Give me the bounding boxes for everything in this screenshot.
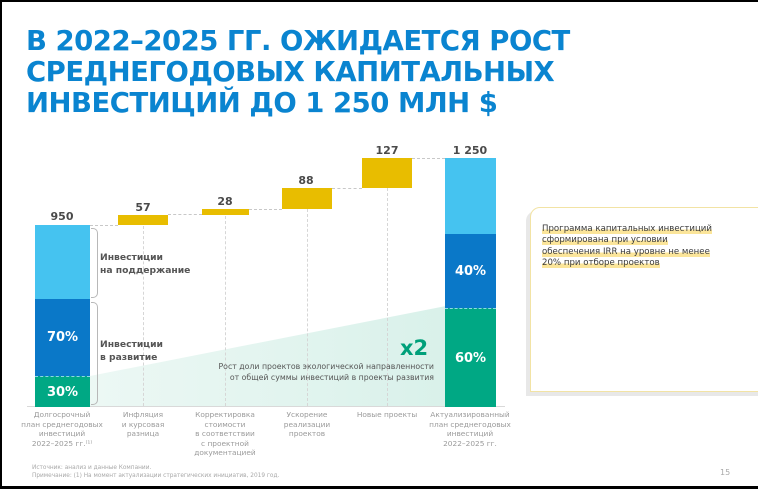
irr-callout-card: Программа капитальных инвестиций сформир… bbox=[530, 207, 758, 392]
title-line: ИНВЕСТИЦИЙ ДО 1 250 МЛН $ bbox=[26, 87, 498, 119]
bar-inflation bbox=[118, 215, 168, 225]
connector-line bbox=[249, 209, 282, 210]
category-label: Долгосрочный план среднегодовых инвестиц… bbox=[21, 410, 103, 448]
category-label: Новые проекты bbox=[356, 410, 418, 419]
guide-line bbox=[387, 188, 388, 406]
multiplier-note: Рост доли проектов экологической направл… bbox=[218, 362, 434, 382]
connector-line bbox=[412, 158, 445, 159]
guide-line bbox=[225, 216, 226, 406]
connector-line bbox=[90, 225, 118, 226]
category-label: Корректировка стоимости в соответствии с… bbox=[194, 410, 256, 458]
growth-multiplier: x2 bbox=[400, 336, 429, 360]
brace-development bbox=[91, 302, 98, 405]
bar-value-label: 1 250 bbox=[452, 144, 488, 157]
segment-development: 70% bbox=[35, 299, 90, 376]
segment-eco: 30% bbox=[35, 376, 90, 407]
remark-note: Примечание: (1) На момент актуализации с… bbox=[32, 473, 280, 479]
bar-value-label: 57 bbox=[135, 201, 151, 214]
bar-value-label: 88 bbox=[298, 174, 314, 187]
source-note: Источник: анализ и данные Компании. bbox=[32, 465, 152, 471]
category-label: Актуализированный план среднегодовых инв… bbox=[429, 410, 511, 448]
bar-long-term-plan: 70% 30% bbox=[35, 225, 90, 407]
bar-value-label: 28 bbox=[217, 195, 233, 208]
title-line: СРЕДНЕГОДОВЫХ КАПИТАЛЬНЫХ bbox=[26, 56, 555, 88]
guide-line bbox=[143, 226, 144, 406]
page-number: 15 bbox=[720, 468, 731, 477]
eco-share-wedge bbox=[90, 306, 446, 406]
share-label: 40% bbox=[454, 263, 487, 279]
page-title: В 2022–2025 ГГ. ОЖИДАЕТСЯ РОСТ СРЕДНЕГОД… bbox=[26, 26, 586, 119]
bar-updated-plan: 40% 60% bbox=[445, 158, 496, 407]
share-label: 70% bbox=[46, 330, 79, 345]
brace-label-maintenance: Инвестиции на поддержание bbox=[100, 252, 191, 276]
bar-value-label: 950 bbox=[50, 210, 74, 223]
bar-new-projects bbox=[362, 158, 412, 188]
bar-acceleration bbox=[282, 188, 332, 209]
waterfall-chart: 950 70% 30% Инвестиции на поддержание Ин… bbox=[2, 2, 522, 486]
category-label: Инфляция и курсовая разница bbox=[121, 410, 165, 439]
brace-label-development: Инвестиции в развитие bbox=[100, 339, 163, 363]
segment-eco: 60% bbox=[445, 308, 496, 407]
segment-maintenance bbox=[35, 225, 90, 299]
title-line: В 2022–2025 ГГ. ОЖИДАЕТСЯ РОСТ bbox=[26, 25, 570, 57]
bar-value-label: 127 bbox=[375, 144, 399, 157]
brace-maintenance bbox=[91, 228, 98, 298]
guide-line bbox=[307, 209, 308, 406]
connector-line bbox=[332, 188, 362, 189]
share-label: 60% bbox=[454, 350, 487, 366]
bar-cost-adjustment bbox=[202, 209, 249, 215]
connector-line bbox=[168, 214, 202, 215]
category-label: Ускорение реализации проектов bbox=[283, 410, 331, 439]
footnotes: Источник: анализ и данные Компании. Прим… bbox=[32, 464, 279, 480]
chart-baseline bbox=[27, 406, 505, 407]
segment-development: 40% bbox=[445, 234, 496, 308]
share-label: 30% bbox=[46, 384, 79, 400]
callout-text: Программа капитальных инвестиций сформир… bbox=[542, 224, 712, 269]
segment-maintenance bbox=[445, 158, 496, 234]
